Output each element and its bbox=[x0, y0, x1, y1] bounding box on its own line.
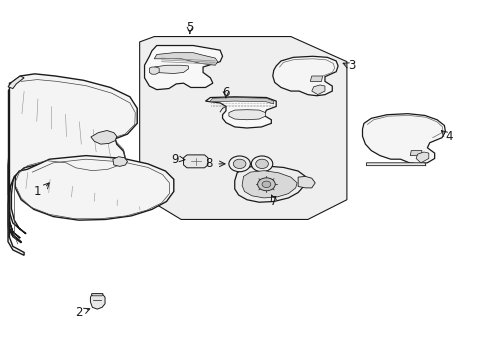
Circle shape bbox=[251, 156, 272, 172]
Text: 7: 7 bbox=[269, 195, 277, 208]
Text: 6: 6 bbox=[222, 86, 229, 99]
Polygon shape bbox=[9, 80, 133, 238]
Text: 4: 4 bbox=[445, 130, 452, 144]
Polygon shape bbox=[272, 56, 337, 96]
Polygon shape bbox=[228, 110, 265, 120]
Circle shape bbox=[233, 159, 245, 168]
Polygon shape bbox=[149, 67, 159, 74]
Polygon shape bbox=[91, 131, 117, 144]
Circle shape bbox=[228, 156, 250, 172]
Polygon shape bbox=[154, 53, 217, 65]
Text: 5: 5 bbox=[186, 22, 193, 35]
Text: 3: 3 bbox=[347, 59, 355, 72]
Polygon shape bbox=[91, 294, 103, 296]
Polygon shape bbox=[8, 76, 24, 89]
Text: 1: 1 bbox=[34, 185, 41, 198]
Polygon shape bbox=[298, 176, 315, 188]
Polygon shape bbox=[366, 163, 425, 166]
Polygon shape bbox=[8, 78, 133, 234]
Polygon shape bbox=[205, 97, 276, 128]
Polygon shape bbox=[415, 152, 428, 163]
Polygon shape bbox=[209, 98, 273, 104]
Polygon shape bbox=[310, 76, 322, 81]
Text: 8: 8 bbox=[205, 157, 213, 170]
Text: 2: 2 bbox=[75, 306, 82, 319]
Text: 9: 9 bbox=[171, 153, 179, 166]
Polygon shape bbox=[234, 166, 305, 202]
Circle shape bbox=[257, 178, 275, 191]
Polygon shape bbox=[154, 65, 188, 73]
Polygon shape bbox=[362, 114, 445, 164]
Polygon shape bbox=[409, 150, 421, 156]
Circle shape bbox=[255, 159, 268, 168]
Polygon shape bbox=[8, 77, 135, 243]
Polygon shape bbox=[140, 37, 346, 220]
Circle shape bbox=[262, 181, 270, 188]
Polygon shape bbox=[90, 294, 105, 309]
Polygon shape bbox=[144, 45, 222, 90]
Polygon shape bbox=[311, 85, 325, 95]
Polygon shape bbox=[242, 171, 297, 198]
Polygon shape bbox=[183, 155, 207, 168]
Polygon shape bbox=[113, 157, 127, 166]
Polygon shape bbox=[15, 156, 173, 220]
Polygon shape bbox=[8, 74, 137, 255]
